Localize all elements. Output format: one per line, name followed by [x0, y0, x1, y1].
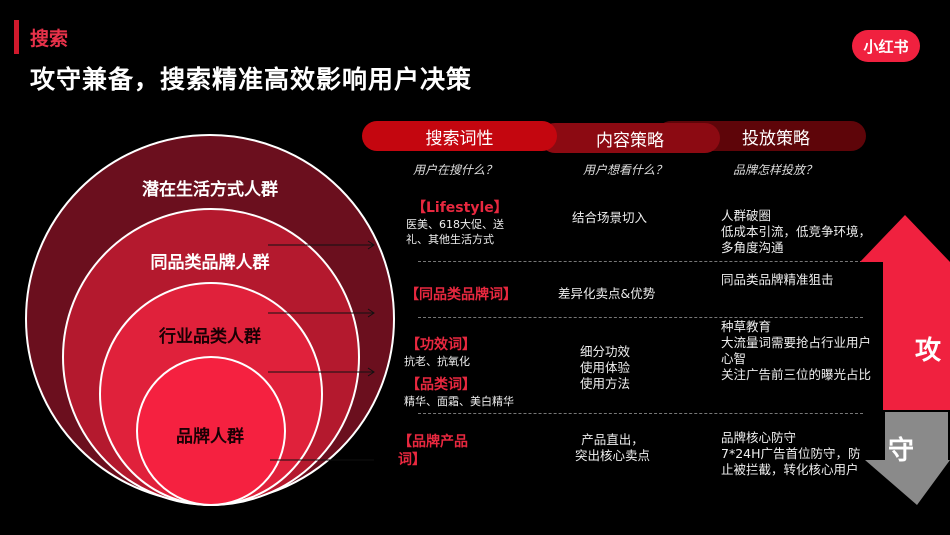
column-header-search-term: 搜索词性	[362, 121, 557, 151]
content-strategy: 结合场景切入	[572, 210, 648, 225]
column-subtitle: 用户想看什么？	[582, 163, 667, 177]
circle-label: 同品类品牌人群	[150, 253, 270, 273]
attack-label: 攻	[915, 336, 942, 366]
keyword-label: 【品类词】	[406, 377, 476, 393]
delivery-strategy: 同品类品牌精准狙击	[721, 272, 834, 287]
arrow-line-2	[268, 308, 375, 318]
content-strategy: 差异化卖点&优势	[558, 286, 656, 301]
row-divider	[418, 261, 863, 262]
section-marker	[14, 20, 19, 54]
keyword-desc: 医美、618大促、送礼、其他生活方式	[406, 218, 504, 246]
keyword-label: 【功效词】	[406, 337, 476, 353]
section-tag: 搜索	[30, 28, 69, 50]
attack-arrow-icon	[860, 215, 950, 410]
delivery-strategy: 人群破圈 低成本引流，低竞争环境， 多角度沟通	[721, 208, 872, 255]
keyword-desc: 抗老、抗氧化	[404, 355, 470, 368]
page-title: 攻守兼备，搜索精准高效影响用户决策	[30, 65, 473, 94]
circle-label: 潜在生活方式人群	[142, 180, 278, 200]
row-efficacy-keyword: 【功效词】 抗老、抗氧化 【品类词】 精华、面霜、美白精华	[404, 334, 534, 409]
keyword-desc: 精华、面霜、美白精华	[404, 395, 514, 408]
content-strategy: 产品直出， 突出核心卖点	[574, 432, 650, 463]
content-strategy: 细分功效 使用体验 使用方法	[580, 344, 631, 391]
column-title: 搜索词性	[425, 128, 494, 149]
row-divider	[418, 413, 863, 414]
attack-defend-arrows	[860, 215, 950, 505]
circle-label: 行业品类人群	[159, 327, 261, 347]
row-divider	[418, 317, 863, 318]
audience-circles	[25, 134, 395, 506]
column-subtitle: 用户在搜什么？	[412, 163, 497, 177]
row-lifestyle-keyword: 【Lifestyle】 医美、618大促、送礼、其他生活方式	[406, 197, 516, 247]
keyword-label: 【同品类品牌词】	[405, 287, 517, 303]
circle-brand	[136, 356, 286, 506]
defend-label: 守	[888, 436, 915, 466]
delivery-strategy: 品牌核心防守 7*24H广告首位防守，防止被拦截，转化核心用户	[721, 430, 861, 477]
arrow-line-1	[268, 240, 375, 250]
column-subtitle: 品牌怎样投放？	[732, 163, 817, 177]
keyword-label: 【品牌产品词】	[398, 434, 468, 468]
keyword-label: 【Lifestyle】	[412, 200, 508, 216]
circle-label: 品牌人群	[176, 427, 244, 447]
column-header-content: 内容策略	[540, 123, 720, 153]
xiaohongshu-logo: 小红书	[852, 30, 920, 62]
delivery-strategy: 种草教育 大流量词需要抢占行业用户心智 关注广告前三位的曝光占比	[721, 319, 872, 382]
column-title: 投放策略	[742, 128, 810, 149]
arrow-line-3	[268, 367, 375, 377]
defend-arrow-icon	[865, 412, 950, 505]
column-title: 内容策略	[596, 130, 664, 151]
